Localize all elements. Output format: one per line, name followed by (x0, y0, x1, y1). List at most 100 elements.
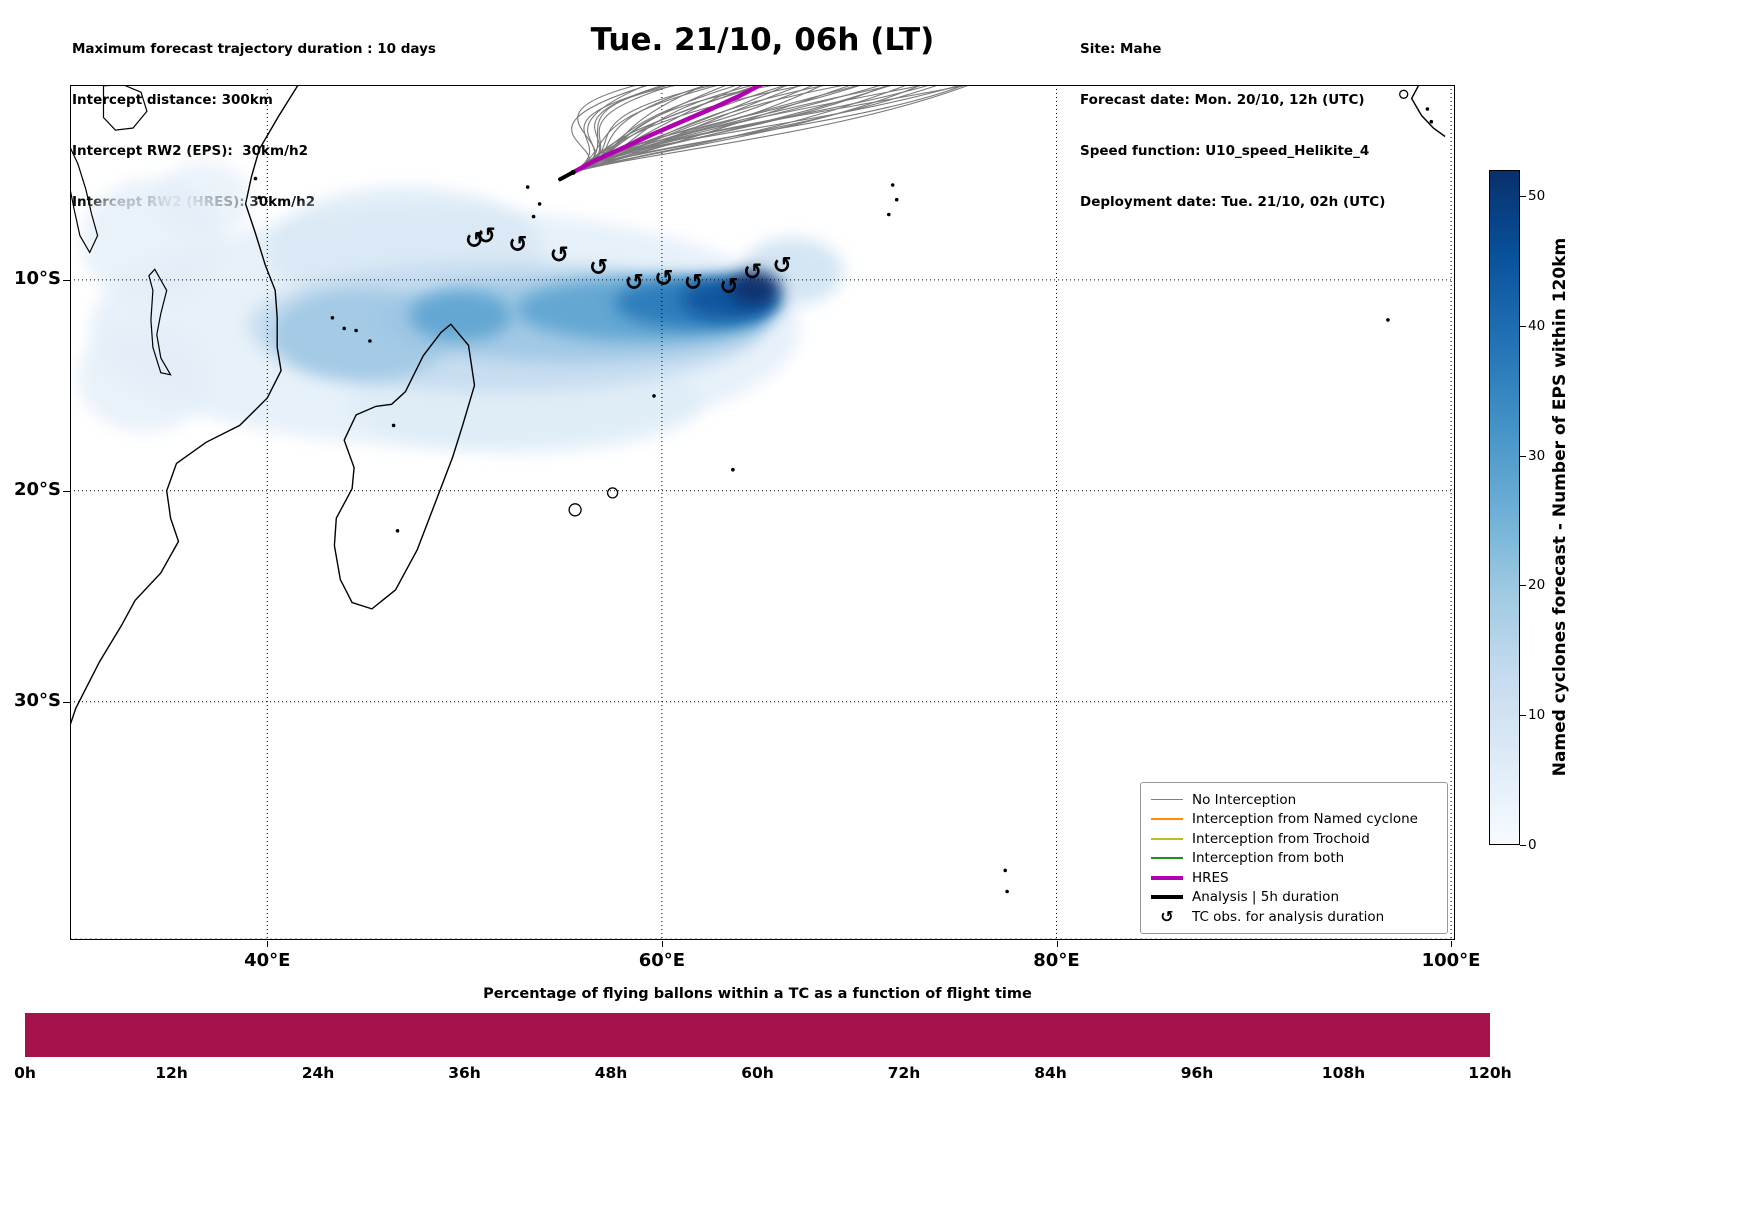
island-outline (1399, 89, 1409, 99)
tc-observation-symbol: ↺ (684, 270, 703, 296)
legend-line-swatch (1151, 895, 1183, 899)
x-tick-label: 100°E (1421, 950, 1481, 971)
ensemble-trajectory (572, 85, 968, 173)
bottom-tick-label: 84h (1034, 1064, 1067, 1082)
small-island-dot (253, 176, 258, 181)
tc-observation-symbol: ↺ (477, 224, 496, 250)
colorbar-tick-label: 20 (1528, 577, 1546, 594)
small-island-dot (391, 423, 396, 428)
legend-line-swatch (1151, 857, 1183, 859)
tc-observation-symbol: ↺ (589, 255, 608, 281)
small-island-dot (330, 316, 335, 320)
ensemble-trajectory (572, 85, 965, 173)
x-tick-mark (267, 941, 269, 947)
colorbar-tick-label: 40 (1528, 317, 1546, 334)
small-island-dot (652, 394, 656, 398)
africa-coastline (70, 85, 299, 728)
plot-frame (70, 85, 1455, 940)
density-cell (77, 322, 213, 432)
hres-trajectory (570, 85, 765, 175)
small-island-dot (1003, 868, 1007, 873)
legend-item: Interception from Trochoid (1151, 829, 1437, 848)
small-island-dot (525, 185, 530, 189)
bottom-tick-label: 120h (1468, 1064, 1512, 1082)
x-tick-mark (661, 941, 663, 947)
forecast-meta-block: Site: Mahe Forecast date: Mon. 20/10, 12… (1080, 7, 1385, 245)
sumatra-coastline (1410, 85, 1446, 138)
x-tick-label: 80°E (1033, 950, 1080, 971)
param-max-duration: Maximum forecast trajectory duration : 1… (72, 41, 436, 57)
small-island-dot (395, 529, 400, 533)
bottom-tick-label: 12h (155, 1064, 188, 1082)
legend-item: HRES (1151, 868, 1437, 887)
legend-item: Interception from both (1151, 849, 1437, 868)
tc-observation-symbol: ↺ (719, 274, 738, 300)
legend-item: ↺ TC obs. for analysis duration (1151, 907, 1437, 926)
figure-title: Tue. 21/10, 06h (LT) (590, 22, 935, 58)
bottom-tick-label: 60h (741, 1064, 774, 1082)
y-tick-mark (63, 279, 70, 281)
island-outline (606, 487, 619, 499)
lake-malawi-outline (148, 268, 172, 376)
density-cell (409, 290, 512, 341)
small-island-dot (894, 197, 899, 202)
tc-observation-symbol: ↺ (654, 266, 673, 292)
tc-observation-symbol: ↺ (743, 259, 762, 285)
small-island-dot (257, 195, 262, 200)
param-intercept-rw2-eps: Intercept RW2 (EPS): 30km/h2 (72, 143, 308, 159)
small-island-dot (354, 328, 358, 333)
meta-deployment-date: Deployment date: Tue. 21/10, 02h (UTC) (1080, 194, 1386, 210)
legend-label: Interception from both (1192, 850, 1345, 866)
x-tick-label: 60°E (638, 950, 686, 971)
map-canvas: ↺↺ ↺ ↺ ↺↺ ↺ ↺ ↺↺ ↺ (70, 85, 1455, 940)
meta-forecast-date: Forecast date: Mon. 20/10, 12h (UTC) (1080, 92, 1365, 108)
legend-label: Interception from Named cyclone (1192, 811, 1418, 827)
y-tick-mark (63, 701, 70, 703)
ensemble-trajectory (572, 85, 970, 173)
colorbar-tick-mark (1520, 715, 1526, 717)
small-island-dot (731, 467, 735, 472)
legend-line-swatch (1151, 818, 1183, 820)
y-tick-label: 20°S (13, 478, 61, 500)
y-tick-label: 30°S (13, 689, 61, 711)
small-island-dot (1386, 318, 1390, 322)
small-island-dot (887, 212, 891, 217)
x-tick-mark (1451, 941, 1453, 947)
density-cell (156, 161, 252, 238)
madagascar-coastline (333, 323, 476, 610)
lake-victoria-outline (102, 85, 148, 131)
meta-site: Site: Mahe (1080, 41, 1162, 57)
legend-label: No Interception (1192, 791, 1297, 808)
legend-line-swatch (1151, 837, 1183, 840)
colorbar-tick-mark (1520, 325, 1526, 327)
colorbar-tick-label: 50 (1528, 188, 1546, 204)
legend-label: Analysis | 5h duration (1192, 889, 1339, 905)
map-plot-area: ↺ ↺ ↺ ↺ ↺ ↺ ↺ ↺ ↺ ↺ ↺ No Interception Interception … (70, 85, 1455, 940)
y-tick-mark (63, 490, 70, 492)
y-tick-label: 10°S (13, 267, 61, 289)
colorbar-tick-mark (1520, 196, 1526, 197)
colorbar-label: Named cyclones forecast - Number of EPS … (1550, 237, 1570, 777)
legend-label: HRES (1192, 869, 1229, 886)
colorbar-tick-mark (1520, 845, 1526, 846)
colorbar-tick-mark (1520, 585, 1526, 587)
legend-item: Interception from Named cyclone (1151, 810, 1437, 829)
tc-observation-symbol: ↺ (625, 270, 644, 296)
x-tick-label: 40°E (244, 950, 291, 971)
tc-observation-symbol: ↺ (465, 228, 484, 254)
legend-line-swatch (1151, 875, 1183, 880)
small-island-dot (1425, 107, 1430, 111)
small-island-dot (890, 183, 895, 187)
density-cell (729, 271, 781, 306)
bottom-tick-label: 48h (594, 1064, 628, 1082)
lake-tanganyika-outline (70, 145, 99, 254)
small-island-dot (1429, 119, 1434, 124)
tc-observation-symbol: ↺ (550, 243, 569, 269)
small-island-dot (537, 202, 542, 206)
bottom-tick-label: 0h (14, 1064, 36, 1082)
tc-observation-symbol: ↺ (508, 232, 527, 258)
map-legend: No Interception Interception from Named c… (1140, 782, 1448, 934)
legend-item: Analysis | 5h duration (1151, 888, 1437, 907)
colorbar-tick-label: 30 (1528, 447, 1546, 464)
